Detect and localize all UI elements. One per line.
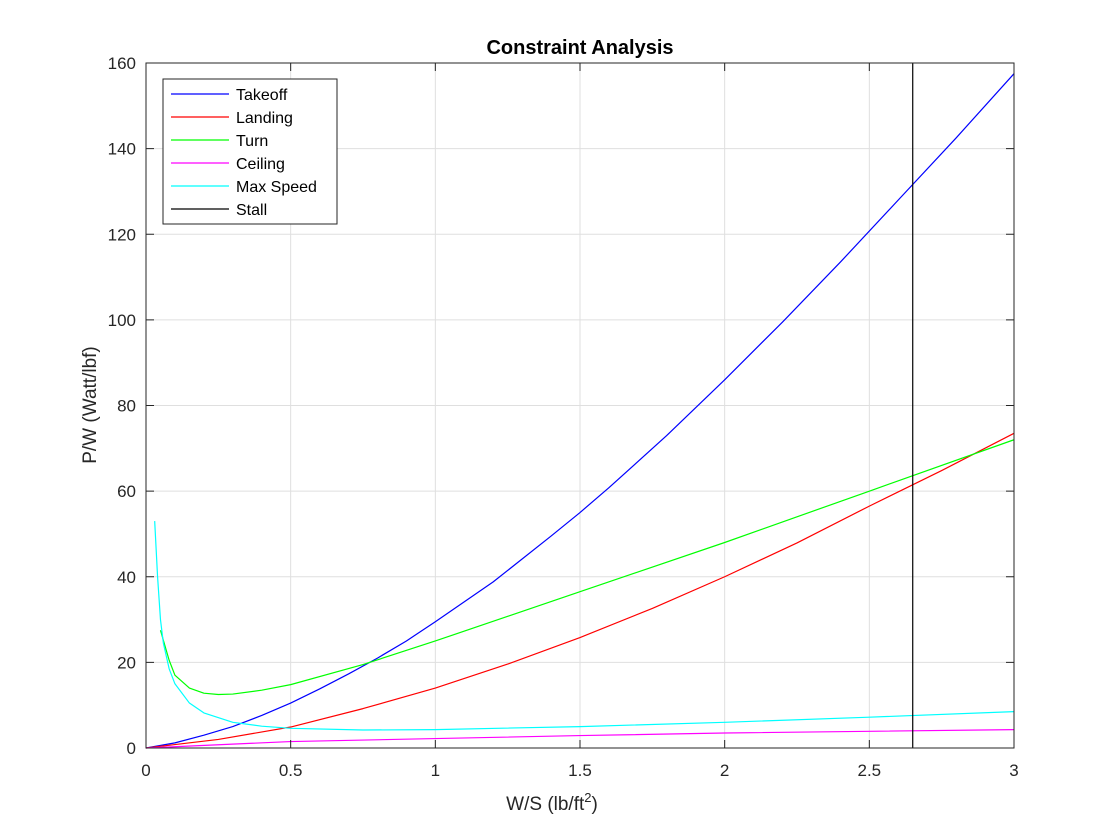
- series-line-max-speed: [154, 521, 1015, 731]
- y-tick-label: 160: [108, 54, 136, 73]
- legend: Takeoff Landing Turn Ceiling Max Speed Stall: [162, 78, 338, 225]
- y-tick-label: 0: [127, 739, 136, 758]
- y-tick-label: 140: [108, 140, 136, 159]
- legend-label-takeoff: Takeoff: [236, 87, 288, 104]
- chart-title: Constraint Analysis: [486, 37, 673, 59]
- legend-label-landing: Landing: [236, 110, 293, 127]
- series-line-turn: [159, 439, 1015, 696]
- x-axis-label-base: W/S (lb/ft: [506, 794, 585, 815]
- legend-label-ceiling: Ceiling: [236, 156, 285, 173]
- y-tick-label: 20: [117, 653, 136, 672]
- legend-label-turn: Turn: [236, 133, 268, 150]
- series-line-takeoff: [145, 73, 1015, 749]
- y-tick-label: 40: [117, 568, 136, 587]
- legend-box: [162, 78, 338, 225]
- x-tick-label: 1.5: [568, 761, 592, 780]
- x-tick-label: 2.5: [858, 761, 882, 780]
- legend-label-stall: Stall: [236, 202, 267, 219]
- x-tick-label: 0: [141, 761, 150, 780]
- x-axis-label-superscript: 2: [584, 790, 591, 805]
- ticks: 0 0.5 1 1.5 2 2.5 3 0 20 40 60 80 100 120 140 160: [108, 54, 1019, 780]
- y-tick-label: 100: [108, 311, 136, 330]
- x-tick-label: 2: [720, 761, 729, 780]
- x-axis-label-suffix: ): [592, 794, 598, 815]
- x-axis-label: W/S (lb/ft2): [506, 790, 598, 815]
- x-tick-label: 3: [1009, 761, 1018, 780]
- y-tick-label: 80: [117, 397, 136, 416]
- legend-label-max-speed: Max Speed: [236, 179, 317, 196]
- y-tick-label: 60: [117, 482, 136, 501]
- y-tick-label: 120: [108, 225, 136, 244]
- series-line-landing: [145, 432, 1015, 749]
- y-axis-label: P/W (Watt/lbf): [80, 346, 101, 464]
- series-layer: [145, 63, 1015, 749]
- x-tick-label: 0.5: [279, 761, 303, 780]
- x-tick-label: 1: [431, 761, 440, 780]
